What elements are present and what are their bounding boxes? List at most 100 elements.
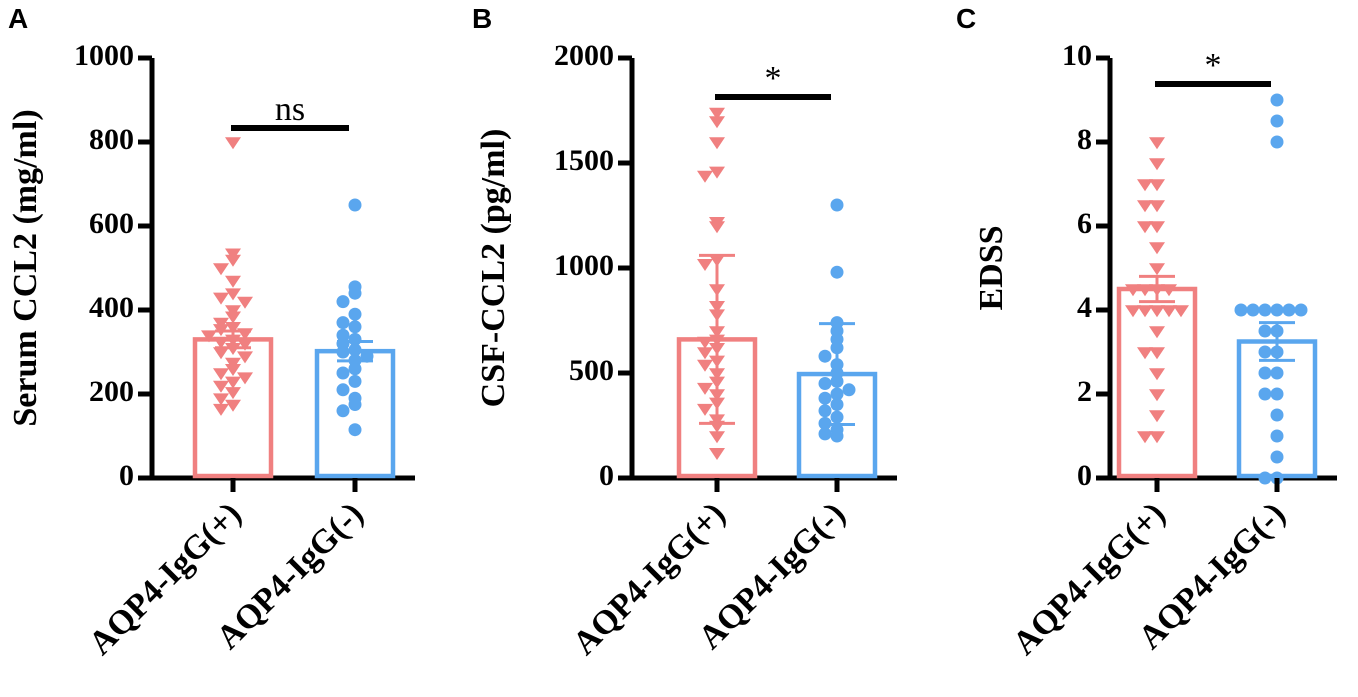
data-point: [1149, 410, 1165, 423]
data-point: [709, 137, 725, 150]
data-point: [213, 380, 229, 393]
data-point: [225, 334, 241, 347]
data-point: [1149, 200, 1165, 213]
data-point: [348, 398, 362, 411]
y-tick-label: 10: [1062, 39, 1092, 72]
data-point: [697, 336, 713, 349]
data-point: [709, 376, 725, 389]
y-tick-label: 500: [569, 354, 614, 387]
data-point: [225, 248, 241, 261]
data-point: [1149, 368, 1165, 381]
data-point: [348, 332, 362, 346]
data-point: [709, 397, 725, 410]
data-point: [1149, 326, 1165, 339]
data-point: [818, 416, 832, 430]
data-point: [1149, 221, 1165, 234]
data-point: [830, 398, 844, 411]
data-point: [225, 357, 241, 370]
data-point: [213, 317, 229, 330]
data-point: [709, 221, 725, 234]
y-tick-label: 2000: [554, 39, 614, 72]
data-point: [709, 343, 725, 355]
data-point: [830, 265, 844, 279]
data-point: [237, 296, 253, 309]
data-point: [1270, 366, 1284, 380]
data-point: [1149, 305, 1165, 318]
data-point: [225, 376, 241, 389]
data-point: [830, 198, 844, 212]
data-point: [709, 301, 725, 313]
data-point: [1149, 347, 1165, 360]
data-point: [336, 383, 350, 397]
y-tick-label: 1000: [554, 249, 614, 282]
data-point: [336, 366, 350, 380]
data-point: [1137, 305, 1153, 318]
data-point: [709, 368, 725, 381]
data-point: [709, 420, 725, 433]
data-point: [842, 383, 856, 397]
data-point: [201, 330, 217, 343]
data-point: [225, 137, 241, 150]
data-point: [1234, 303, 1248, 317]
data-point: [1258, 345, 1272, 359]
data-point: [697, 170, 713, 183]
data-point: [697, 403, 713, 416]
data-point: [818, 377, 832, 390]
data-point: [1137, 347, 1153, 360]
data-point: [1137, 284, 1153, 297]
data-point: [225, 254, 241, 267]
y-tick-label: 6: [1077, 207, 1092, 240]
data-point: [1125, 305, 1141, 318]
panel-label: B: [472, 3, 492, 34]
data-point: [830, 410, 844, 424]
data-point: [225, 322, 241, 334]
data-point: [1149, 263, 1165, 276]
data-point: [1149, 389, 1165, 402]
data-point: [1149, 431, 1165, 444]
y-tick-label: 0: [1077, 459, 1092, 492]
significance-label: ns: [275, 91, 305, 128]
data-point: [709, 166, 725, 179]
data-point: [336, 345, 350, 359]
data-point: [225, 311, 241, 324]
data-point: [1270, 93, 1284, 107]
y-tick-label: 600: [89, 207, 134, 240]
data-point: [1294, 303, 1308, 317]
data-point: [709, 116, 725, 129]
data-point: [237, 372, 253, 385]
data-point: [709, 389, 725, 402]
data-point: [1149, 284, 1165, 297]
data-point: [336, 404, 350, 418]
data-point: [225, 305, 241, 318]
data-point: [1270, 450, 1284, 464]
data-point: [1270, 324, 1284, 338]
data-point: [1258, 366, 1272, 380]
data-point: [830, 341, 844, 355]
data-point: [225, 343, 241, 355]
data-point: [1161, 305, 1177, 318]
data-point: [818, 427, 832, 441]
data-point: [709, 309, 725, 322]
data-point: [213, 347, 229, 360]
data-point: [336, 316, 350, 330]
data-point: [348, 307, 362, 321]
data-point: [1270, 387, 1284, 401]
data-point: [1149, 158, 1165, 171]
data-point: [1270, 135, 1284, 149]
panel-label: C: [956, 3, 976, 34]
data-point: [1270, 345, 1284, 359]
data-point: [237, 338, 253, 351]
data-point: [225, 399, 241, 412]
data-point: [709, 107, 725, 120]
data-point: [709, 284, 725, 297]
data-point: [336, 295, 350, 309]
data-point: [1258, 324, 1272, 338]
y-tick-label: 1500: [554, 144, 614, 177]
data-point: [830, 387, 844, 401]
data-point: [697, 347, 713, 360]
data-point: [709, 334, 725, 347]
data-point: [697, 259, 713, 271]
data-point: [225, 387, 241, 400]
